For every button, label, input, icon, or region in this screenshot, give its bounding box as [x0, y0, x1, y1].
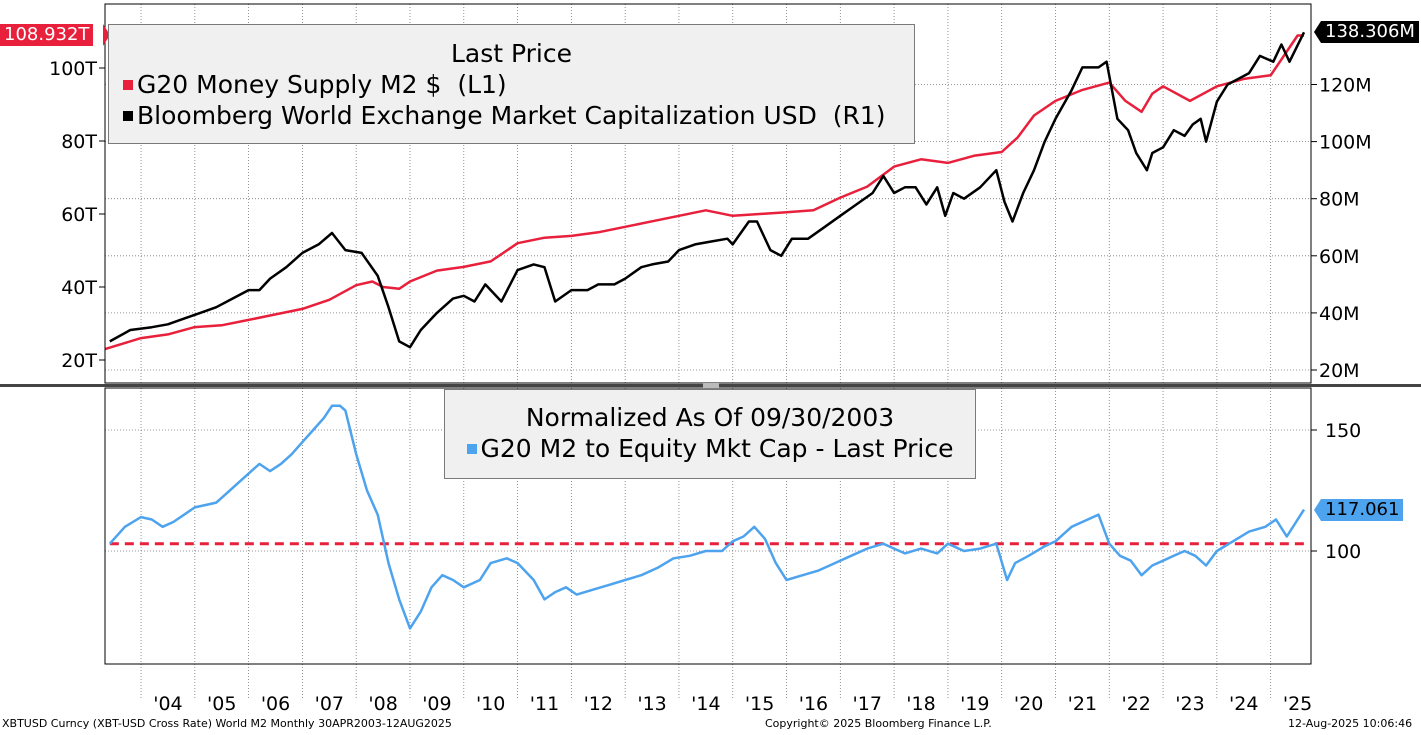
x-axis-tick-label: '08 — [368, 693, 397, 715]
right-axis-tick-label: 120M — [1319, 75, 1372, 97]
legend-label-m2: G20 Money Supply M2 $ (L1) — [137, 70, 507, 99]
legend-label-ratio: G20 M2 to Equity Mkt Cap - Last Price — [480, 434, 954, 463]
x-axis-tick-label: '24 — [1229, 693, 1258, 715]
top-legend: Last Price G20 Money Supply M2 $ (L1) Bl… — [108, 24, 915, 144]
legend-swatch-mktcap — [123, 111, 133, 121]
legend-entry-ratio: G20 M2 to Equity Mkt Cap - Last Price — [445, 433, 975, 464]
x-axis-tick-label: '19 — [960, 693, 989, 715]
last-value-badge-mktcap: 138.306M — [1321, 21, 1419, 43]
x-axis-tick-label: '05 — [207, 693, 236, 715]
x-axis-tick-label: '18 — [906, 693, 935, 715]
left-axis-tick-label: 80T — [61, 131, 97, 153]
badge-pointer-ratio — [1314, 499, 1321, 521]
x-axis-tick-label: '23 — [1175, 693, 1204, 715]
legend-entry-mktcap: Bloomberg World Exchange Market Capitali… — [109, 100, 914, 131]
panel-resize-handle[interactable] — [703, 383, 719, 388]
series-line-ratio — [108, 404, 1306, 630]
x-axis-tick-label: '07 — [315, 693, 344, 715]
x-axis-tick-label: '12 — [584, 693, 613, 715]
series-line-m2 — [104, 34, 1304, 351]
footer-source: XBTUSD Curncy (XBT-USD Cross Rate) World… — [2, 717, 452, 730]
x-axis-tick-label: '17 — [853, 693, 882, 715]
right-axis-tick-label: 20M — [1319, 360, 1360, 382]
right-axis-tick-label: 60M — [1319, 246, 1360, 268]
series-line-mktcap — [109, 31, 1306, 349]
bottom-axis-tick-label: 150 — [1325, 420, 1361, 442]
right-axis-tick-label: 100M — [1319, 132, 1372, 154]
x-axis-tick-label: '14 — [691, 693, 720, 715]
bottom-legend: Normalized As Of 09/30/2003 G20 M2 to Eq… — [444, 389, 976, 479]
footer-timestamp: 12-Aug-2025 10:06:46 — [1288, 717, 1413, 730]
bottom-axis-tick-label: 100 — [1325, 541, 1361, 563]
axes — [0, 3, 1421, 665]
legend-label-mktcap: Bloomberg World Exchange Market Capitali… — [137, 101, 886, 130]
left-axis-tick-label: 40T — [61, 277, 97, 299]
last-value-badge-ratio: 117.061 — [1321, 499, 1404, 521]
x-axis-tick-label: '22 — [1121, 693, 1150, 715]
x-axis-tick-label: '21 — [1068, 693, 1097, 715]
left-axis-tick-label: 100T — [49, 58, 97, 80]
x-axis-tick-label: '15 — [745, 693, 774, 715]
tick-labels: 20M 40M 60M 80M 100M 120M 20T 40T 60T 80T 100T 100 1… — [49, 58, 1372, 715]
legend-swatch-m2 — [123, 80, 133, 90]
x-axis-tick-label: '13 — [637, 693, 666, 715]
top-chart-title: Last Price — [450, 39, 572, 68]
x-axis-tick-label: '25 — [1283, 693, 1312, 715]
legend-swatch-ratio — [466, 444, 477, 454]
x-axis-tick-label: '16 — [799, 693, 828, 715]
x-axis-tick-label: '20 — [1014, 693, 1043, 715]
x-axis-tick-label: '06 — [261, 693, 290, 715]
left-axis-tick-label: 60T — [61, 204, 97, 226]
legend-entry-m2: G20 Money Supply M2 $ (L1) — [109, 69, 914, 100]
right-axis-tick-label: 80M — [1319, 189, 1360, 211]
series-layer — [104, 31, 1306, 630]
x-axis-tick-label: '10 — [476, 693, 505, 715]
last-value-badge-m2: 108.932T — [0, 24, 94, 46]
left-axis-tick-label: 20T — [61, 350, 97, 372]
x-axis-tick-label: '04 — [153, 693, 182, 715]
x-axis-tick-label: '11 — [530, 693, 559, 715]
badge-pointer-m2 — [103, 24, 110, 46]
bottom-chart-title: Normalized As Of 09/30/2003 — [525, 403, 895, 432]
right-axis-tick-label: 40M — [1319, 303, 1360, 325]
x-axis-tick-label: '09 — [422, 693, 451, 715]
badge-pointer-mktcap — [1314, 21, 1321, 43]
footer-copyright: Copyright© 2025 Bloomberg Finance L.P. — [765, 717, 992, 730]
